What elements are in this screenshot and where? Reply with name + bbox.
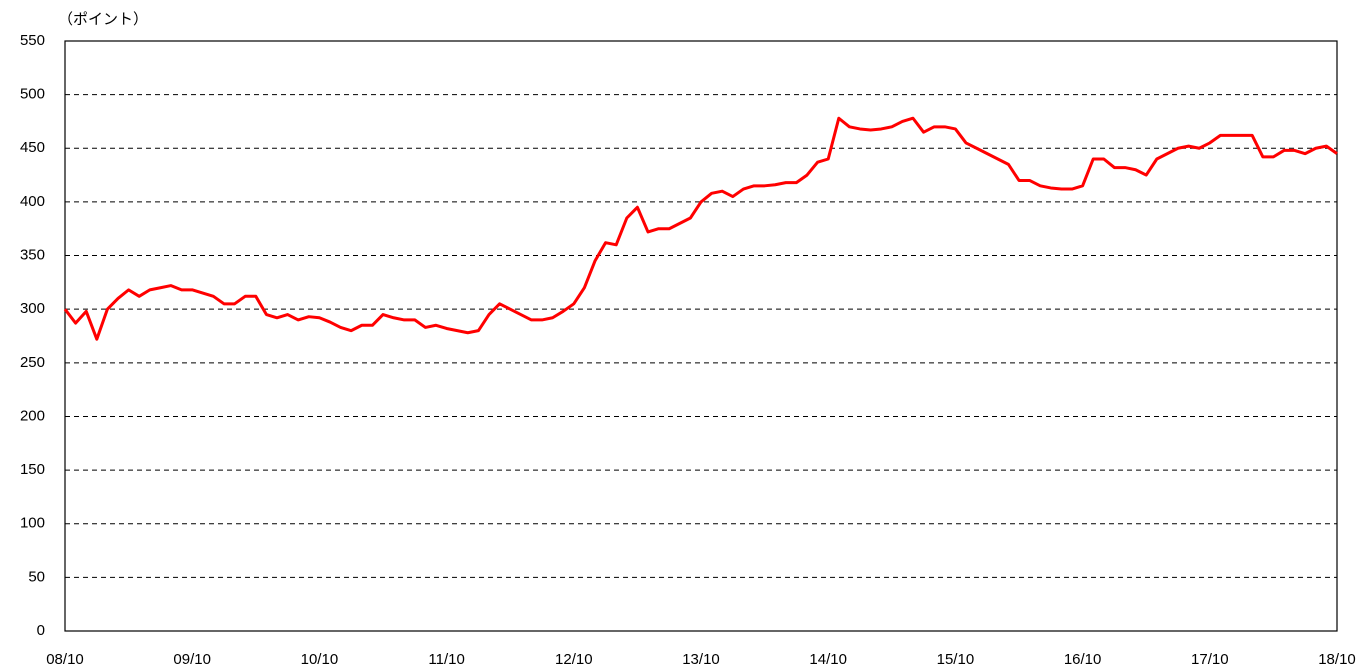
y-tick-label: 50 — [28, 568, 45, 585]
x-tick-label: 17/10 — [1191, 651, 1229, 668]
y-tick-label: 450 — [20, 139, 45, 156]
x-tick-label: 09/10 — [173, 651, 211, 668]
y-tick-label: 200 — [20, 407, 45, 424]
y-tick-label: 550 — [20, 32, 45, 49]
y-tick-label: 0 — [37, 622, 45, 639]
y-tick-label: 100 — [20, 515, 45, 532]
plot-frame — [64, 40, 1338, 632]
x-tick-label: 10/10 — [301, 651, 339, 668]
y-tick-label: 250 — [20, 354, 45, 371]
x-tick-label: 18/10 — [1318, 651, 1356, 668]
y-tick-label: 400 — [20, 193, 45, 210]
x-tick-label: 14/10 — [809, 651, 847, 668]
x-tick-label: 08/10 — [46, 651, 84, 668]
y-tick-label: 300 — [20, 300, 45, 317]
line — [63, 116, 1338, 341]
x-tick-label: 11/10 — [428, 651, 464, 668]
y-tick-label: 500 — [20, 86, 45, 103]
x-tick-label: 12/10 — [555, 651, 593, 668]
x-tick-label: 16/10 — [1064, 651, 1102, 668]
y-tick-label: 150 — [20, 461, 45, 478]
y-axis-label: （ポイント） — [58, 11, 148, 28]
x-tick-label: 13/10 — [682, 651, 720, 668]
x-tick-label: 15/10 — [937, 651, 975, 668]
y-tick-label: 350 — [20, 247, 45, 264]
